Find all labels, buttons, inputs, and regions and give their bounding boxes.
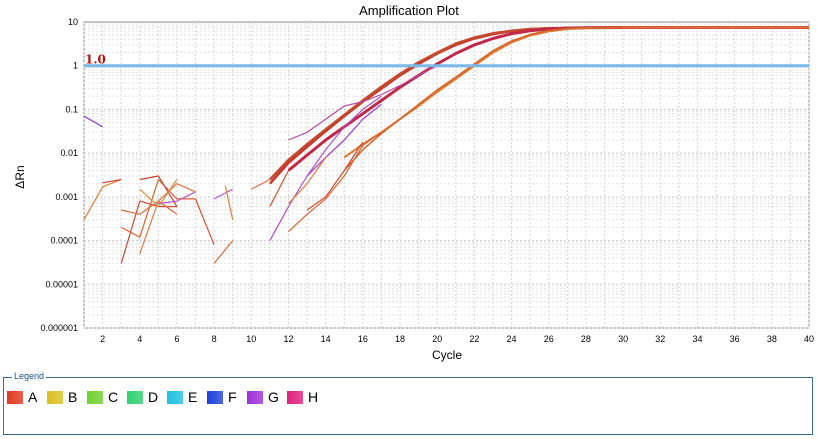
x-tick-label: 4 [137,334,142,344]
x-tick-label: 24 [507,334,517,344]
legend-label: H [308,389,319,405]
legend-swatch [247,390,263,404]
series-line-27 [288,157,327,205]
series-line-4 [288,65,438,141]
series-line-7 [343,26,624,171]
series-line-9 [288,131,382,233]
legend-label: C [108,389,119,405]
y-tick-label: 0.000001 [40,323,78,333]
legend-item-g[interactable]: G [247,389,287,405]
legend-label: E [188,389,198,405]
legend-swatch [167,390,183,404]
series-layer [83,26,809,264]
legend-swatch [127,390,143,404]
series-line-19 [158,191,196,205]
x-tick-label: 20 [432,334,442,344]
legend-label: G [268,389,279,405]
series-line-25 [251,178,271,190]
legend-panel: Legend A B C D E F G H [3,371,813,435]
legend-swatch [287,390,303,404]
series-line-11 [83,115,103,128]
axis-ticks: 2 4 6 8 10 12 14 16 18 20 22 24 26 28 30 32 34 36 38 401010… [40,17,814,344]
threshold-layer: 1.0 [84,53,809,68]
legend-swatch [87,390,103,404]
series-line-24 [224,185,234,220]
legend-title: Legend [12,371,47,381]
legend-swatch [47,390,63,404]
chart-title: Amplification Plot [359,3,459,18]
y-tick-label: 0.1 [65,104,78,114]
x-tick-label: 12 [283,334,293,344]
x-tick-label: 30 [618,334,628,344]
y-tick-label: 10 [68,17,78,27]
x-tick-label: 10 [246,334,256,344]
series-line-8 [269,95,382,241]
legend-item-a[interactable]: A [7,389,47,405]
legend-swatch [207,390,223,404]
legend-label: B [68,389,78,405]
x-tick-label: 16 [358,334,368,344]
series-line-12 [83,178,122,220]
threshold-label: 1.0 [85,53,106,67]
x-tick-label: 36 [730,334,740,344]
x-tick-label: 14 [321,334,331,344]
legend-label: A [28,389,38,405]
series-line-21 [194,198,215,246]
grid-lines [83,22,810,329]
series-line-20 [139,179,178,208]
x-tick-label: 8 [212,334,217,344]
x-tick-label: 28 [581,334,591,344]
legend-label: F [228,389,237,405]
legend-items: A B C D E F G H [7,389,327,405]
series-line-26 [269,170,290,207]
x-tick-label: 22 [469,334,479,344]
x-tick-label: 18 [395,334,405,344]
x-axis-label: Cycle [432,348,462,362]
y-tick-label: 0.001 [55,192,78,202]
x-tick-label: 32 [655,334,665,344]
series-line-13 [102,178,122,184]
series-line-23 [213,188,233,200]
y-tick-label: 0.0001 [50,236,78,246]
plot-area [83,21,810,329]
y-tick-label: 0.00001 [45,279,78,289]
series-line-5 [306,103,382,177]
series-line-10 [306,141,364,211]
x-tick-label: 6 [174,334,179,344]
x-tick-label: 26 [544,334,554,344]
x-tick-label: 2 [100,334,105,344]
legend-item-h[interactable]: H [287,389,327,405]
series-line-17 [139,175,178,207]
amplification-plot: Amplification Plot 2 4 6 8 10 12 14 16 18 20 22 24 2… [13,3,814,362]
x-tick-label: 34 [692,334,702,344]
legend-item-d[interactable]: D [127,389,167,405]
series-line-22 [213,240,234,264]
y-tick-label: 1 [73,61,78,71]
x-tick-label: 38 [767,334,777,344]
legend-item-f[interactable]: F [207,389,247,405]
series-line-16 [120,178,196,238]
legend-item-e[interactable]: E [167,389,207,405]
y-tick-label: 0.01 [60,148,78,158]
y-axis-label: ΔRn [13,165,27,188]
legend-swatch [7,390,23,404]
legend-label: D [148,389,159,405]
legend-item-b[interactable]: B [47,389,87,405]
legend-item-c[interactable]: C [87,389,127,405]
x-tick-label: 40 [804,334,814,344]
